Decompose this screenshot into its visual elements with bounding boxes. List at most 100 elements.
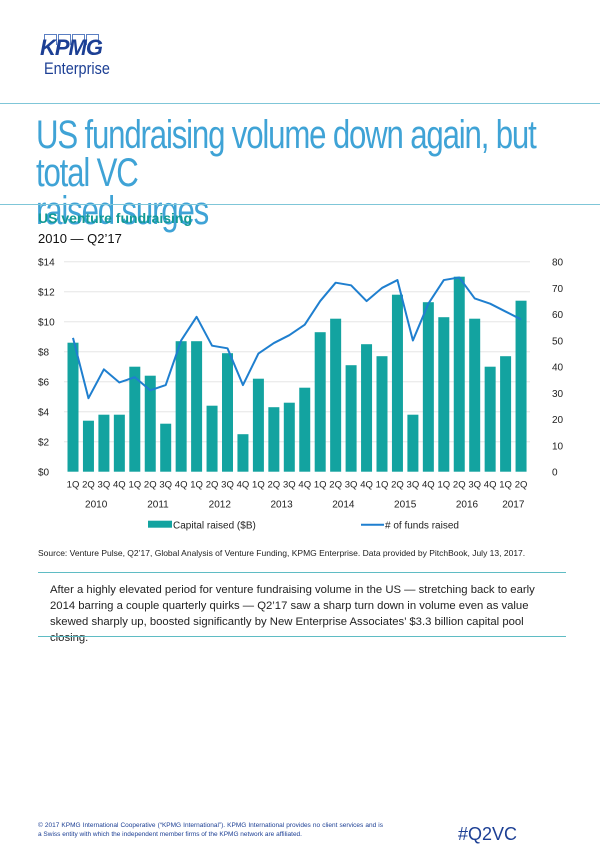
x-tick-label: 2Q bbox=[453, 480, 466, 491]
bar-capital-raised bbox=[299, 387, 311, 472]
right-axis-tick-label: 70 bbox=[552, 284, 564, 295]
right-axis-tick-label: 20 bbox=[552, 415, 564, 426]
bar-capital-raised bbox=[453, 276, 465, 472]
source-note: Source: Venture Pulse, Q2’17, Global Ana… bbox=[38, 548, 526, 558]
header-divider bbox=[0, 103, 600, 104]
bar-capital-raised bbox=[314, 332, 326, 472]
x-tick-label: 2Q bbox=[144, 480, 157, 491]
x-tick-label: 3Q bbox=[345, 480, 358, 491]
x-tick-label: 4Q bbox=[113, 480, 126, 491]
bar-capital-raised bbox=[330, 318, 342, 472]
page-title-line-2: raised surges bbox=[36, 189, 209, 233]
left-axis-tick-label: $2 bbox=[38, 438, 50, 449]
bar-capital-raised bbox=[376, 356, 388, 472]
bar-capital-raised bbox=[129, 366, 141, 472]
bar-capital-raised bbox=[391, 294, 403, 472]
chart-legend: Capital raised ($B) # of funds raised bbox=[148, 520, 459, 532]
x-tick-label: 1Q bbox=[376, 480, 389, 491]
x-tick-label: 3Q bbox=[468, 480, 481, 491]
bar-capital-raised bbox=[113, 414, 125, 472]
legend-label-funds-raised: # of funds raised bbox=[385, 521, 459, 532]
bar-capital-raised bbox=[191, 341, 203, 472]
bar-capital-raised bbox=[407, 414, 419, 472]
hashtag: #Q2VC bbox=[458, 824, 518, 844]
bar-capital-raised bbox=[175, 341, 187, 472]
x-year-label: 2017 bbox=[502, 500, 525, 511]
x-axis-quarter-labels: 1Q 2Q 3Q 4Q 1Q 2Q 3Q 4Q 1Q 2Q 3Q 4Q 1Q 2Q 3Q 4Q 1Q 2Q 3Q 4Q… bbox=[67, 480, 528, 491]
logo-subtitle: Enterprise bbox=[44, 59, 110, 78]
x-tick-label: 1Q bbox=[314, 480, 327, 491]
x-tick-label: 2Q bbox=[391, 480, 404, 491]
right-axis-tick-label: 50 bbox=[552, 336, 564, 347]
x-tick-label: 4Q bbox=[360, 480, 373, 491]
bar-capital-raised bbox=[144, 375, 156, 472]
right-axis-tick-label: 0 bbox=[552, 468, 558, 479]
x-tick-label: 1Q bbox=[190, 480, 203, 491]
right-axis-tick-label: 80 bbox=[552, 258, 564, 269]
right-axis-tick-label: 40 bbox=[552, 363, 564, 374]
bar-capital-raised bbox=[422, 302, 434, 472]
x-tick-label: 2Q bbox=[82, 480, 95, 491]
x-axis-year-labels: 2010 2011 2012 2013 2014 2015 2016 2017 bbox=[85, 500, 525, 511]
bar-capital-raised bbox=[252, 378, 264, 472]
page-title: US fundraising volume down again, but to… bbox=[36, 113, 582, 233]
bar-capital-raised bbox=[237, 434, 249, 472]
bar-capital-raised bbox=[438, 317, 450, 472]
bar-capital-raised bbox=[469, 318, 481, 472]
x-year-label: 2011 bbox=[147, 500, 169, 511]
x-year-label: 2013 bbox=[270, 500, 293, 511]
bar-capital-raised bbox=[206, 405, 218, 472]
x-tick-label: 1Q bbox=[437, 480, 450, 491]
x-tick-label: 4Q bbox=[422, 480, 435, 491]
kpmg-logo-boxes-icon bbox=[44, 34, 121, 45]
right-axis-tick-label: 10 bbox=[552, 441, 564, 452]
left-axis-tick-label: $6 bbox=[38, 378, 50, 389]
x-tick-label: 3Q bbox=[283, 480, 296, 491]
x-tick-label: 4Q bbox=[484, 480, 497, 491]
left-axis-tick-label: $10 bbox=[38, 318, 55, 329]
right-axis-ticks: 0 10 20 30 40 50 60 70 80 bbox=[552, 258, 564, 479]
left-axis-tick-label: $12 bbox=[38, 288, 55, 299]
left-axis-tick-label: $8 bbox=[38, 348, 50, 359]
fundraising-chart: $0 $2 $4 $6 $8 $10 $12 $14 0 10 20 30 40 50 60 70 80 1Q… bbox=[38, 258, 564, 532]
left-axis-tick-label: $14 bbox=[38, 258, 55, 269]
bar-capital-raised bbox=[484, 366, 496, 472]
title-divider bbox=[0, 204, 600, 205]
commentary-text: After a highly elevated period for ventu… bbox=[50, 584, 535, 644]
bar-series-capital-raised bbox=[67, 276, 527, 472]
x-tick-label: 3Q bbox=[221, 480, 234, 491]
bar-capital-raised bbox=[268, 407, 280, 472]
bar-capital-raised bbox=[222, 353, 233, 472]
x-tick-label: 2Q bbox=[329, 480, 342, 491]
legend-swatch-capital-raised bbox=[148, 520, 172, 528]
left-axis-tick-label: $4 bbox=[38, 408, 50, 419]
x-year-label: 2014 bbox=[332, 500, 355, 511]
left-axis-ticks: $0 $2 $4 $6 $8 $10 $12 $14 bbox=[38, 258, 55, 479]
bar-capital-raised bbox=[345, 365, 357, 472]
line-funds-raised bbox=[72, 276, 522, 400]
gridlines bbox=[64, 261, 530, 443]
bar-capital-raised bbox=[500, 356, 512, 472]
x-year-label: 2016 bbox=[456, 500, 479, 511]
x-tick-label: 3Q bbox=[407, 480, 420, 491]
bar-capital-raised bbox=[160, 423, 172, 472]
legend-label-capital-raised: Capital raised ($B) bbox=[173, 521, 256, 532]
bar-capital-raised bbox=[283, 402, 295, 472]
commentary-top-divider bbox=[38, 572, 566, 573]
bar-capital-raised bbox=[361, 344, 373, 472]
bar-capital-raised bbox=[82, 420, 94, 472]
x-year-label: 2012 bbox=[209, 500, 232, 511]
x-tick-label: 1Q bbox=[128, 480, 141, 491]
x-tick-label: 1Q bbox=[67, 480, 80, 491]
commentary-bottom-divider bbox=[38, 636, 566, 637]
page-title-line-1: US fundraising volume down again, but to… bbox=[36, 113, 537, 195]
line-series-funds-raised bbox=[72, 276, 522, 400]
x-year-label: 2010 bbox=[85, 500, 108, 511]
chart-title: US venture fundraising bbox=[38, 210, 193, 226]
x-tick-label: 3Q bbox=[98, 480, 111, 491]
x-tick-label: 2Q bbox=[268, 480, 281, 491]
x-tick-label: 1Q bbox=[252, 480, 265, 491]
right-axis-tick-label: 60 bbox=[552, 310, 564, 321]
kpmg-enterprise-logo: KPMG Enterprise bbox=[40, 34, 121, 79]
chart-date-range: 2010 — Q2’17 bbox=[38, 231, 122, 246]
